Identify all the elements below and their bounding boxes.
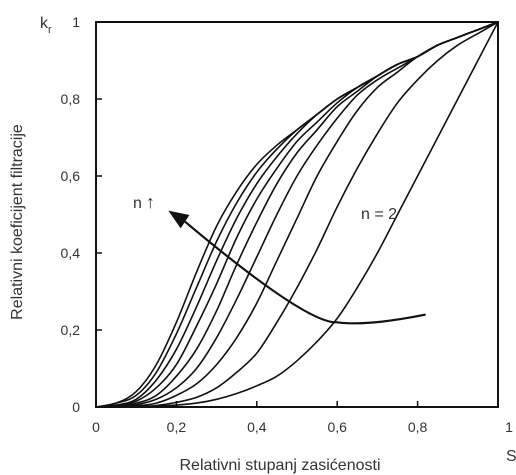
ticks-group: 0 0,2 0,4 0,6 0,8 1 0 0,2 0,4 0,6 0,8 1: [61, 14, 514, 435]
series-line-1: [95, 21, 499, 408]
trend-arrow: [184, 220, 426, 325]
y-tick-label: 0,8: [61, 91, 81, 107]
x-tick-label: 0,8: [408, 419, 428, 435]
y-tick-label: 0: [72, 399, 80, 415]
series-line-8: [95, 21, 499, 408]
x-tick-label: 0: [92, 419, 100, 435]
x-axis-symbol: S: [506, 448, 516, 465]
y-tick-label: 1: [72, 14, 80, 30]
y-axis-title: Relativni koeficijent filtracije: [9, 124, 26, 320]
x-tick-label: 0,4: [247, 419, 267, 435]
plot-frame: [95, 21, 499, 408]
trend-arrowhead: [168, 210, 190, 229]
series-line-3: [95, 21, 499, 408]
series-line-2: [95, 21, 499, 408]
series-line-7: [95, 21, 499, 408]
annotation-n-equals: n = 2: [361, 206, 397, 223]
y-axis-symbol: kr: [40, 15, 52, 36]
y-tick-label: 0,2: [61, 322, 81, 338]
x-axis-title: Relativni stupanj zasićenosti: [180, 457, 381, 474]
y-tick-label: 0,6: [61, 168, 81, 184]
x-tick-label: 0,2: [167, 419, 187, 435]
x-tick-label: 0,6: [327, 419, 347, 435]
curves-group: [95, 21, 499, 408]
x-tick-label: 1: [505, 419, 513, 435]
series-line-4: [95, 21, 499, 408]
series-line-9: [95, 21, 499, 408]
series-line-6: [95, 21, 499, 408]
y-tick-label: 0,4: [61, 245, 81, 261]
series-line-5: [95, 21, 499, 408]
annotation-n-increase: n ↑: [133, 192, 155, 212]
